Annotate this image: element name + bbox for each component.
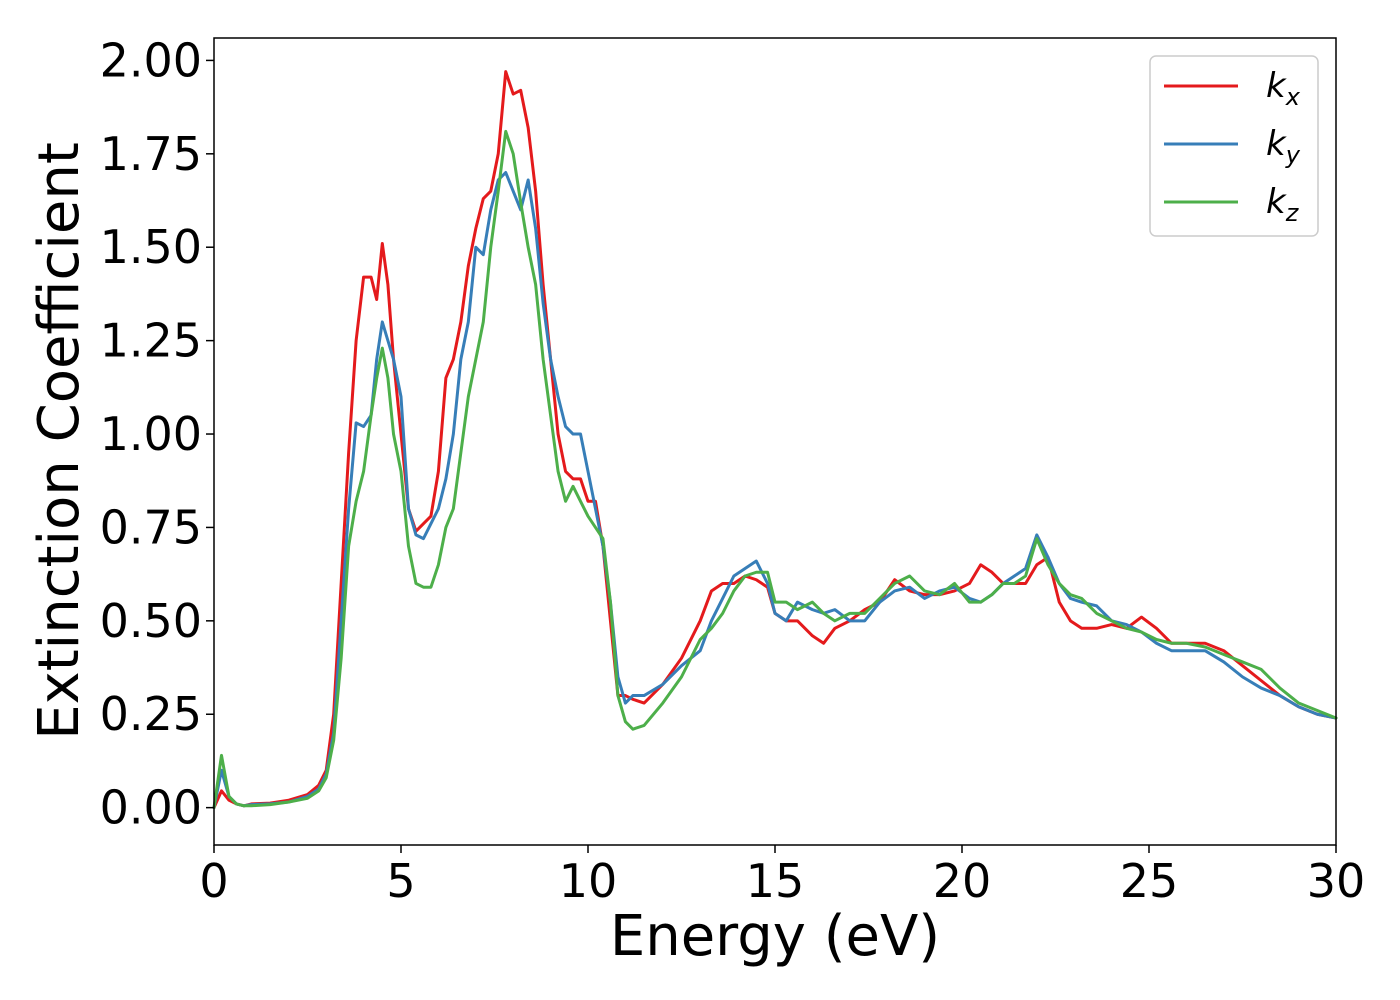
- y-tick-label: 1.25: [100, 314, 202, 368]
- x-tick-label: 25: [1120, 854, 1179, 908]
- y-tick-label: 1.50: [100, 220, 202, 274]
- legend-subscript: x: [1285, 83, 1301, 111]
- x-ticks: 0 5 10 15 20 25 30: [199, 845, 1365, 908]
- x-tick-label: 20: [933, 854, 992, 908]
- series-line-kx: [212, 70, 1338, 810]
- legend-subscript: z: [1285, 199, 1300, 227]
- x-tick-label: 5: [386, 854, 415, 908]
- y-axis-label: Extinction Coefficient: [27, 142, 92, 740]
- y-tick-label: 0.75: [100, 500, 202, 554]
- x-tick-label: 15: [746, 854, 805, 908]
- series-line-kz: [212, 129, 1338, 810]
- x-tick-label: 10: [559, 854, 618, 908]
- y-tick-label: 0.50: [100, 594, 202, 648]
- x-axis-label: Energy (eV): [610, 904, 940, 969]
- y-tick-label: 2.00: [100, 33, 202, 87]
- y-tick-label: 0.00: [100, 781, 202, 835]
- legend-box: [1149, 55, 1319, 237]
- y-tick-label: 0.25: [100, 687, 202, 741]
- x-tick-label: 30: [1307, 854, 1366, 908]
- series-layer: [212, 70, 1338, 810]
- y-tick-label: 1.00: [100, 407, 202, 461]
- x-tick-label: 0: [199, 854, 228, 908]
- y-tick-label: 1.75: [100, 127, 202, 181]
- legend-subscript: y: [1285, 141, 1301, 169]
- y-ticks: 0.00 0.25 0.50 0.75 1.00 1.25 1.50 1.75 2.00: [100, 33, 214, 835]
